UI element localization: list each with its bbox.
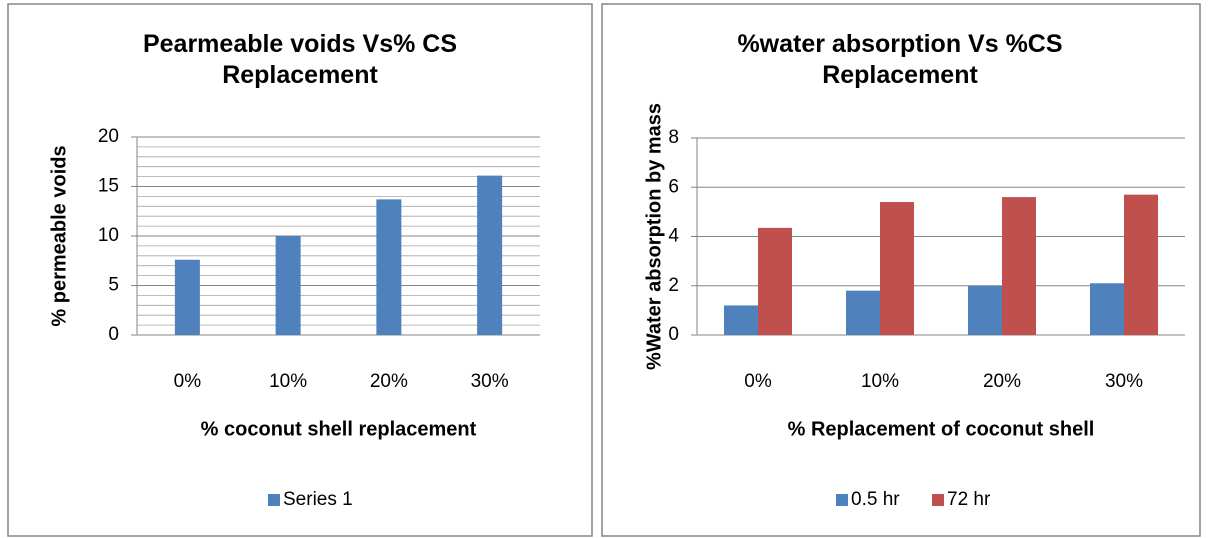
y-tick-label: 10 (98, 225, 119, 246)
x-tick-label: 20% (370, 371, 408, 392)
bar (1002, 197, 1036, 335)
x-axis-title: % coconut shell replacement (201, 418, 477, 440)
x-tick-label: 0% (174, 371, 202, 392)
x-tick-label: 20% (983, 371, 1021, 392)
x-axis-title: % Replacement of coconut shell (788, 418, 1095, 440)
bar (1090, 283, 1124, 335)
y-tick-label: 8 (668, 127, 679, 148)
y-axis-title: %Water absorption by mass (643, 103, 665, 370)
x-tick-label: 30% (1105, 371, 1143, 392)
y-tick-label: 0 (108, 324, 119, 345)
y-axis-title: % permeable voids (48, 145, 70, 326)
bar (724, 305, 758, 335)
y-tick-label: 2 (668, 275, 679, 296)
bar (758, 227, 792, 335)
y-tick-label: 6 (668, 176, 679, 197)
y-tick-label: 15 (98, 176, 119, 197)
legend-swatch (836, 494, 848, 506)
legend-swatch (932, 494, 944, 506)
chart-title: %water absorption Vs %CS Replacement (737, 30, 1063, 89)
legend-label: 0.5 hr (851, 489, 900, 510)
y-tick-label: 5 (108, 275, 119, 296)
bar (275, 236, 301, 335)
chart-title: Pearmeable voids Vs% CS Replacement (142, 30, 458, 89)
legend-swatch (268, 494, 280, 506)
bar (846, 290, 880, 335)
bar (880, 202, 914, 335)
y-tick-label: 0 (668, 324, 679, 345)
legend-label: 72 hr (947, 489, 991, 510)
x-tick-label: 30% (471, 371, 509, 392)
bar (477, 175, 503, 335)
bar (1124, 194, 1158, 335)
y-tick-label: 20 (98, 126, 119, 147)
x-tick-label: 10% (861, 371, 899, 392)
bar (174, 259, 200, 335)
x-tick-label: 0% (744, 371, 772, 392)
bar (376, 199, 402, 335)
bar (968, 285, 1002, 335)
x-tick-label: 10% (269, 371, 307, 392)
y-tick-label: 4 (668, 226, 679, 247)
legend-label: Series 1 (283, 489, 353, 510)
